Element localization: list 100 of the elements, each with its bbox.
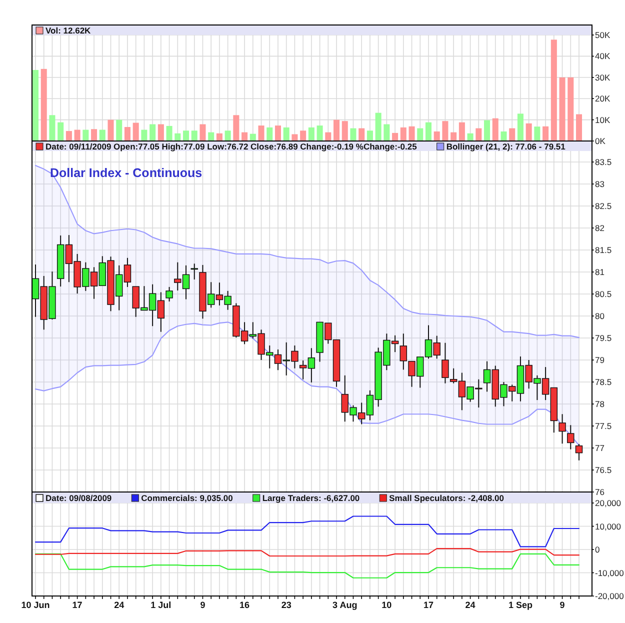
line-series <box>34 548 580 557</box>
legend-label: Date: 09/11/2009 Open:77.05 High:77.09 Low:76.72 Close:76.89 Change:-0.19 %Change:-0.25 <box>46 142 418 152</box>
y-tick-label: 30K <box>595 72 610 82</box>
bar <box>216 133 222 141</box>
bar <box>200 124 206 141</box>
bar <box>392 132 398 141</box>
y-tick-label: 79.5 <box>595 333 612 343</box>
bar <box>283 127 290 141</box>
line-series <box>34 164 580 338</box>
text: Dollar Index - Continuous <box>50 166 202 180</box>
x-tick-label: 17 <box>423 600 434 610</box>
bar <box>476 128 482 141</box>
y-tick-label: 82.5 <box>595 201 612 211</box>
y-tick-label: 77.5 <box>595 421 612 431</box>
bar <box>550 40 557 141</box>
bar <box>434 131 440 141</box>
bar <box>500 131 507 141</box>
y-tick-label: 76.5 <box>595 465 612 475</box>
bar <box>242 132 248 141</box>
bar <box>166 126 172 141</box>
x-tick-label: 24 <box>465 600 476 610</box>
line-series <box>34 516 580 548</box>
bar <box>208 132 214 141</box>
candlestick <box>166 286 173 302</box>
bar <box>576 114 582 141</box>
bar <box>509 128 516 141</box>
bar <box>258 126 264 141</box>
bar <box>91 129 98 141</box>
candlestick <box>567 424 574 450</box>
bar <box>350 128 356 141</box>
legend-label: Small Speculators: -2,408.00 <box>389 493 504 503</box>
x-tick-label: 10 <box>382 600 392 610</box>
bar <box>132 122 139 141</box>
y-tick-label: 10K <box>595 114 610 125</box>
bar <box>82 130 89 141</box>
x-tick-label: 16 <box>240 600 250 610</box>
bar <box>559 77 566 141</box>
bar <box>58 122 64 141</box>
bar <box>141 130 148 141</box>
y-tick-label: 0 <box>595 544 600 554</box>
y-tick-label: 83 <box>595 179 605 189</box>
x-tick-label: 24 <box>114 600 124 610</box>
annotation: Date: 09/08/2009 <box>46 493 112 503</box>
x-tick-label: 1 Sep <box>508 600 533 610</box>
bar <box>250 134 256 141</box>
y-tick-label: 0K <box>595 136 606 146</box>
x-tick-label: 9 <box>560 600 565 610</box>
y-tick-label: -20,000 <box>595 591 624 601</box>
y-tick-label: 81.5 <box>595 245 612 255</box>
candlestick <box>400 333 408 370</box>
bar <box>66 131 72 141</box>
y-tick-label: 83.5 <box>595 157 612 167</box>
x-tick-label: 1 Jul <box>150 600 172 610</box>
bar <box>316 126 323 141</box>
bar <box>442 121 448 141</box>
bar <box>408 126 415 141</box>
bar <box>74 130 80 141</box>
candlestick <box>575 444 583 461</box>
bar <box>568 77 574 141</box>
x-tick-label: 23 <box>281 600 292 610</box>
bar <box>233 115 240 141</box>
bar <box>274 126 281 141</box>
bar <box>450 132 457 141</box>
y-tick-label: 20K <box>595 94 610 104</box>
y-tick-label: 78.5 <box>595 377 612 387</box>
bar <box>542 126 549 141</box>
bar <box>124 127 130 141</box>
y-tick-label: 80.5 <box>595 289 612 299</box>
candlestick <box>190 263 198 280</box>
legend-label: Commercials: 9,035.00 <box>141 493 234 503</box>
bar <box>116 120 122 141</box>
x-tick-label: 9 <box>200 600 206 610</box>
bar <box>425 122 432 141</box>
bar <box>334 120 340 141</box>
y-tick-label: 80 <box>595 311 605 321</box>
y-tick-label: -10,000 <box>595 568 624 578</box>
x-tick-label: 10 Jun <box>21 600 50 610</box>
y-tick-label: 82 <box>595 223 605 233</box>
bar <box>534 126 540 141</box>
legend-label: Vol: 12.62K <box>46 26 92 36</box>
bar <box>292 134 298 141</box>
legend-label: Large Traders: -6,627.00 <box>262 493 360 503</box>
x-tick-label: 17 <box>72 600 82 610</box>
bar <box>375 112 382 141</box>
bar <box>99 130 106 141</box>
bar <box>150 124 156 141</box>
candlestick <box>442 342 449 384</box>
bar <box>40 68 47 141</box>
legend-label: Bollinger (21, 2): 77.06 - 79.51 <box>446 142 566 152</box>
y-tick-label: 20,000 <box>595 498 622 508</box>
bar <box>526 123 532 141</box>
y-tick-label: 10,000 <box>595 521 622 532</box>
bar <box>224 130 231 141</box>
line-series <box>34 553 580 578</box>
y-tick-label: 77 <box>595 443 605 453</box>
bar <box>308 127 314 141</box>
y-tick-label: 81 <box>595 267 605 277</box>
y-tick-label: 50K <box>595 30 610 40</box>
bar <box>467 133 474 141</box>
bar <box>158 124 164 141</box>
